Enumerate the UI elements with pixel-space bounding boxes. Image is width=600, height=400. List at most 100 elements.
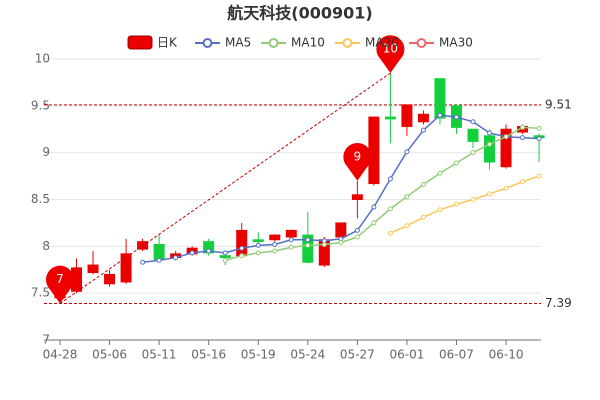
mark-line-label: 7.39	[545, 296, 572, 310]
ma-point	[453, 160, 459, 166]
candle-body	[219, 255, 231, 259]
candle-body	[87, 264, 99, 274]
pin	[343, 142, 372, 181]
ma-line	[390, 175, 540, 234]
ma-point	[536, 125, 542, 131]
mark-line-label: 9.51	[545, 97, 572, 111]
candle-body	[484, 135, 496, 163]
y-tick-label: 9.5	[31, 98, 50, 112]
ma-point	[487, 191, 493, 197]
ma-point	[437, 170, 443, 176]
candle-body	[351, 194, 363, 200]
ma-point	[536, 136, 542, 142]
ma-point	[503, 134, 509, 140]
ma-point	[272, 248, 278, 254]
ma-point	[255, 250, 261, 256]
ma-point	[156, 257, 162, 263]
ma-point	[420, 182, 426, 188]
ma-point	[255, 242, 261, 248]
ma-point	[288, 237, 294, 243]
trend-line	[59, 72, 391, 304]
candle-body	[434, 78, 446, 119]
x-tick-label: 05-11	[142, 348, 177, 362]
ma-point	[288, 244, 294, 250]
ma-point	[239, 245, 245, 251]
legend-label: MA30	[439, 36, 473, 50]
ma-point	[470, 119, 476, 125]
y-tick-label: 8	[42, 239, 50, 253]
candle-body	[269, 234, 281, 241]
ma-point	[520, 135, 526, 141]
pin	[376, 35, 405, 74]
legend-icon	[268, 38, 279, 48]
ma-point	[487, 141, 493, 147]
pin	[46, 265, 74, 304]
ma-point	[222, 250, 228, 256]
ma-point	[321, 241, 327, 247]
x-tick-label: 04-28	[43, 348, 78, 362]
ma-point	[404, 149, 410, 155]
ma-point	[371, 204, 377, 210]
pin-label: 7	[56, 272, 64, 286]
ma-point	[536, 173, 542, 179]
ma-point	[305, 237, 311, 243]
ma-point	[420, 214, 426, 220]
ma-point	[437, 112, 443, 118]
ma-point	[354, 234, 360, 240]
legend-icon	[416, 38, 427, 48]
ma-point	[470, 197, 476, 202]
y-tick-label: 9	[42, 145, 50, 159]
candle-body	[500, 128, 512, 168]
ma-point	[387, 230, 393, 236]
y-tick-label: 7.5	[31, 286, 50, 300]
ma-point	[371, 220, 377, 226]
candle-body	[417, 113, 429, 123]
ma-point	[140, 259, 146, 265]
candle-body	[153, 243, 165, 260]
ma-point	[404, 223, 410, 229]
pin-label: 9	[354, 149, 362, 163]
candle-body	[120, 253, 132, 283]
y-tick-label: 10	[35, 52, 50, 66]
legend-icon	[127, 35, 153, 50]
candle-body	[104, 273, 116, 285]
ma-point	[437, 207, 443, 213]
ma-point	[305, 242, 311, 248]
ma-point	[354, 227, 360, 233]
candle-body	[335, 222, 347, 238]
ma-point	[387, 206, 393, 212]
x-tick-label: 06-10	[489, 348, 524, 362]
x-tick-label: 06-01	[389, 348, 424, 362]
legend-label: MA5	[225, 36, 251, 50]
ma-point	[239, 253, 245, 259]
ma-point	[189, 250, 195, 256]
ma-point	[520, 124, 526, 130]
ma-point	[387, 176, 393, 182]
legend-label: 日K	[157, 36, 178, 50]
ma-point	[272, 241, 278, 247]
ma-point	[173, 255, 179, 261]
x-tick-label: 06-07	[439, 348, 474, 362]
x-tick-label: 05-27	[340, 348, 375, 362]
x-tick-label: 05-16	[191, 348, 226, 362]
pin-label: 10	[383, 42, 398, 56]
legend-label: MA20	[365, 36, 399, 50]
ma-point	[520, 179, 526, 185]
ma-point	[453, 201, 459, 207]
legend-icon	[342, 38, 353, 48]
candle-body	[236, 229, 248, 257]
ma-line	[224, 126, 540, 262]
candle-body	[401, 104, 413, 127]
candle-body	[285, 229, 297, 238]
x-tick-label: 05-24	[290, 348, 325, 362]
legend-icon	[202, 38, 213, 48]
candle-body	[368, 116, 380, 185]
ma-point	[338, 240, 344, 246]
x-tick-label: 05-06	[92, 348, 127, 362]
ma-point	[487, 130, 493, 136]
candle-body	[252, 239, 264, 243]
candle-body	[384, 116, 396, 120]
ma-point	[503, 185, 509, 191]
x-tick-label: 05-19	[241, 348, 276, 362]
